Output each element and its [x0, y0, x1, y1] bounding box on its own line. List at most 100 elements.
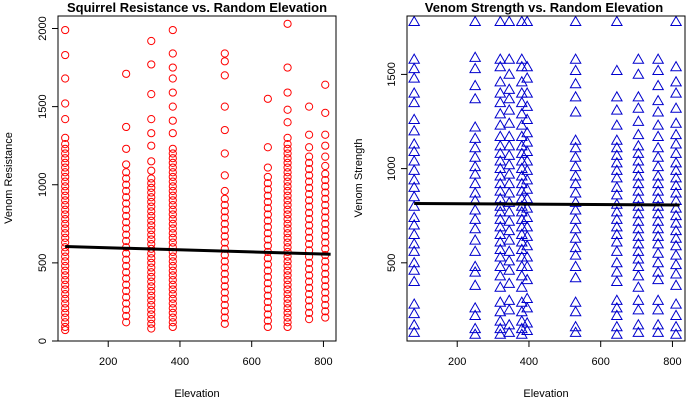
resistance-data-point — [263, 204, 272, 213]
resistance-data-point — [168, 182, 177, 191]
venom-data-point — [652, 237, 665, 249]
venom-data-point — [632, 252, 645, 264]
resistance-data-point — [283, 118, 292, 127]
venom-data-point — [503, 264, 516, 275]
venom-data-point — [494, 147, 507, 158]
resistance-data-point — [168, 154, 177, 163]
venom-data-point — [515, 213, 528, 224]
venom-x-tick-label: 600 — [592, 356, 610, 368]
resistance-y-tick-label: 1500 — [37, 94, 49, 118]
resistance-data-point — [321, 275, 330, 285]
venom-data-point — [632, 207, 645, 219]
resistance-data-point — [304, 130, 314, 139]
venom-data-point — [632, 215, 645, 226]
resistance-data-point — [147, 296, 156, 305]
resistance-data-point — [147, 315, 156, 324]
resistance-data-point — [263, 254, 272, 263]
resistance-data-point — [61, 205, 70, 214]
resistance-data-point — [168, 88, 177, 97]
resistance-data-point — [321, 152, 330, 161]
venom-data-point — [569, 160, 582, 172]
resistance-y-axis-label: Venom Resistance — [3, 132, 15, 224]
venom-data-point — [669, 217, 683, 228]
resistance-data-point — [321, 225, 330, 235]
venom-data-point — [494, 200, 507, 211]
venom-data-point — [503, 158, 516, 170]
venom-data-point — [632, 260, 645, 271]
resistance-data-point — [147, 193, 156, 202]
venom-data-point — [521, 71, 534, 83]
venom-data-point — [408, 190, 421, 202]
venom-data-point — [515, 162, 528, 174]
resistance-data-point — [122, 311, 131, 321]
venom-data-point — [515, 322, 528, 334]
resistance-data-point — [61, 177, 70, 186]
venom-data-point — [569, 249, 582, 260]
resistance-data-point — [263, 216, 272, 225]
resistance-data-point — [321, 219, 330, 228]
resistance-data-point — [61, 163, 70, 172]
venom-chart-title: Venom Strength vs. Random Elevation — [425, 0, 663, 15]
venom-data-point — [569, 105, 582, 117]
venom-data-point — [521, 183, 534, 194]
venom-data-point — [503, 53, 516, 64]
venom-data-point — [569, 186, 582, 198]
venom-data-point — [610, 181, 623, 192]
resistance-data-point — [321, 80, 330, 89]
resistance-data-point — [122, 168, 131, 177]
resistance-data-point — [283, 266, 292, 275]
resistance-data-point — [263, 297, 272, 307]
resistance-data-point — [283, 182, 292, 191]
resistance-plot-area: 200 400 600 800 0 500 1000 1500 2000 — [37, 16, 333, 368]
venom-data-point — [515, 139, 528, 151]
resistance-data-point — [147, 60, 156, 69]
venom-data-point — [669, 15, 683, 27]
resistance-x-tick-label: 600 — [243, 356, 261, 368]
venom-data-point — [469, 203, 482, 215]
venom-data-point — [494, 296, 507, 307]
venom-x-axis-label: Elevation — [523, 388, 568, 400]
venom-data-point — [521, 324, 534, 336]
resistance-data-point — [283, 304, 292, 313]
resistance-data-point — [220, 275, 229, 285]
resistance-data-point — [220, 313, 229, 322]
venom-y-tick-label: 1500 — [386, 62, 398, 86]
resistance-data-point — [168, 129, 177, 138]
resistance-data-point — [122, 205, 131, 214]
venom-data-point — [669, 171, 683, 183]
resistance-data-point — [122, 249, 131, 258]
venom-data-point — [652, 222, 665, 234]
resistance-data-point — [220, 200, 229, 210]
resistance-data-point — [61, 168, 70, 177]
venom-data-point — [494, 119, 507, 130]
venom-data-point — [610, 15, 623, 27]
venom-data-point — [469, 132, 482, 143]
resistance-data-point — [283, 88, 292, 97]
resistance-data-point — [321, 188, 330, 197]
resistance-data-point — [283, 271, 292, 280]
resistance-data-point — [263, 179, 272, 188]
resistance-data-point — [283, 186, 292, 196]
resistance-y-tick-label: 2000 — [37, 16, 49, 40]
venom-plot-area: 200 400 600 800 500 1000 1500 — [386, 15, 683, 368]
venom-data-point — [669, 328, 683, 339]
resistance-data-point — [168, 63, 177, 72]
resistance-data-point — [321, 244, 330, 253]
resistance-data-point — [147, 174, 156, 183]
resistance-data-point — [168, 257, 177, 266]
venom-data-point — [632, 318, 645, 330]
venom-data-point — [515, 296, 528, 307]
resistance-data-point — [61, 261, 70, 271]
venom-data-point — [503, 130, 516, 141]
venom-data-point — [632, 154, 645, 166]
venom-data-point — [515, 269, 528, 281]
venom-data-point — [494, 177, 507, 189]
resistance-data-point — [304, 215, 314, 224]
venom-data-point — [503, 177, 516, 189]
venom-data-point — [521, 164, 534, 175]
resistance-data-point — [304, 221, 314, 230]
venom-data-point — [652, 64, 665, 76]
venom-data-point — [503, 294, 516, 305]
resistance-data-point — [283, 140, 292, 149]
venom-data-point — [610, 171, 623, 183]
